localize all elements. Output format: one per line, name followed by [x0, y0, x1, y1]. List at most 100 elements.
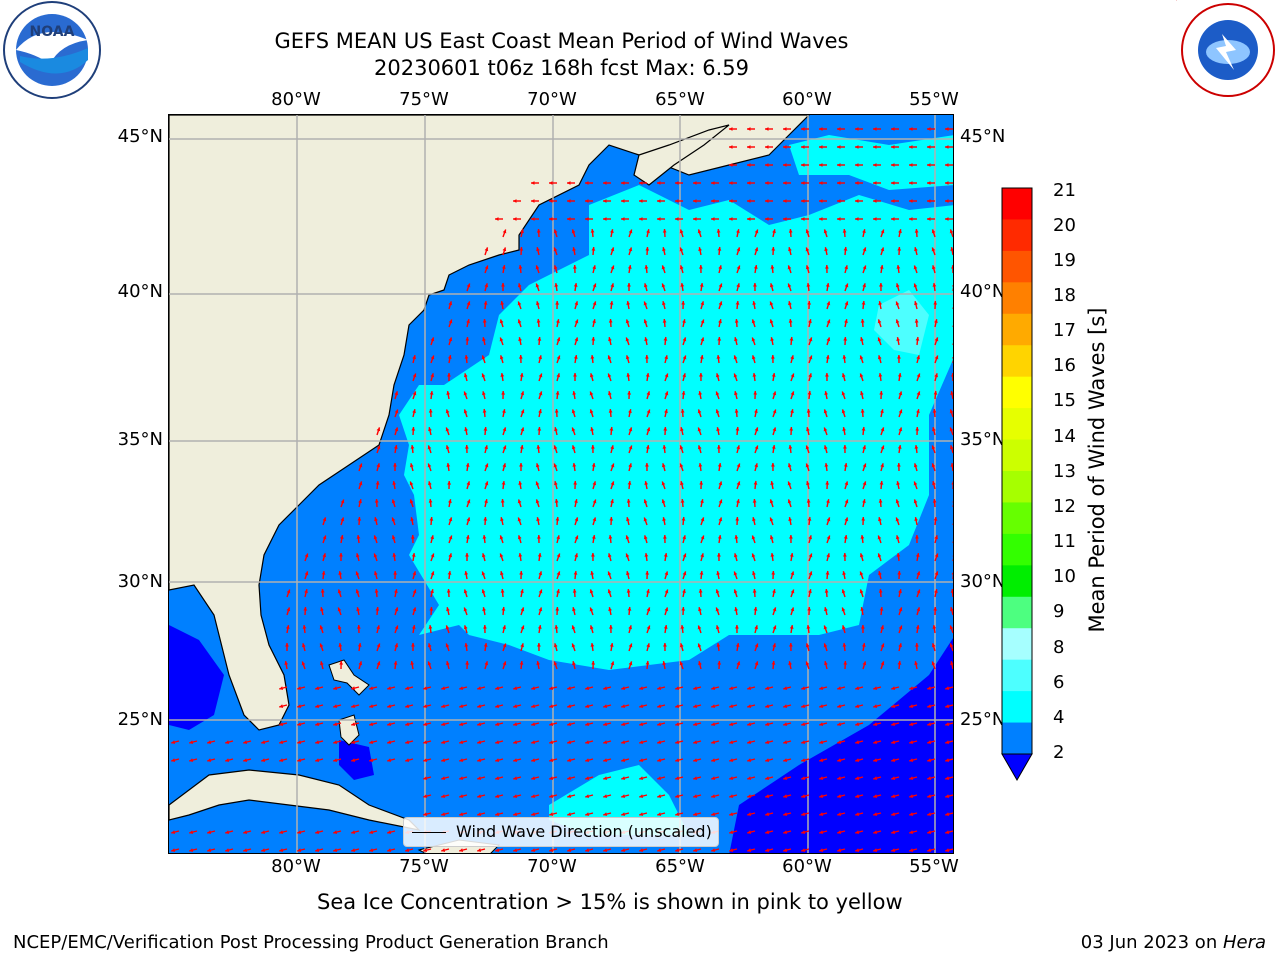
- wind-wave-arrowhead: [915, 643, 919, 647]
- wind-wave-arrowhead: [483, 517, 488, 521]
- wind-wave-arrowhead: [571, 625, 576, 630]
- wind-wave-arrowhead: [855, 794, 860, 798]
- wind-wave-arrowhead: [909, 163, 913, 167]
- wind-wave-arrowhead: [319, 625, 324, 630]
- land-north-america: [169, 115, 810, 731]
- wind-wave-arrowhead: [645, 463, 649, 467]
- wind-wave-arrowhead: [664, 607, 669, 612]
- wind-wave-arrowhead: [585, 686, 590, 690]
- wind-wave-arrowhead: [788, 445, 793, 449]
- wind-wave-arrowhead: [589, 589, 594, 594]
- wind-wave-arrowhead: [682, 337, 687, 342]
- wind-wave-arrowhead: [675, 199, 679, 203]
- wind-wave-arrowhead: [537, 535, 541, 539]
- wind-wave-arrowhead: [315, 686, 320, 690]
- wind-wave-arrowhead: [880, 247, 885, 252]
- wind-wave-arrowhead: [391, 535, 396, 540]
- wind-wave-arrowhead: [459, 704, 464, 708]
- wind-wave-arrowhead: [465, 337, 470, 341]
- wind-wave-arrowhead: [931, 229, 936, 234]
- wind-wave-arrowhead: [500, 571, 504, 576]
- footer-branch: NCEP/EMC/Verification Post Processing Pr…: [13, 932, 609, 953]
- wind-wave-arrowhead: [171, 830, 176, 834]
- wind-wave-arrowhead: [301, 643, 306, 648]
- wind-wave-arrowhead: [477, 776, 482, 780]
- wind-wave-arrowhead: [806, 283, 811, 287]
- wind-wave-arrowhead: [603, 776, 608, 780]
- wind-wave-arrowhead: [513, 776, 518, 780]
- wind-wave-arrowhead: [765, 740, 770, 744]
- wind-wave-arrowhead: [841, 607, 846, 612]
- wind-wave-arrowhead: [322, 535, 327, 540]
- wind-wave-arrowhead: [531, 812, 536, 816]
- wind-wave-arrowhead: [537, 337, 542, 341]
- wind-wave-arrowhead: [729, 163, 733, 167]
- wind-wave-arrowhead: [556, 535, 560, 540]
- wind-wave-arrowhead: [718, 481, 723, 486]
- wind-wave-arrowhead: [945, 758, 950, 762]
- wind-wave-arrowhead: [693, 812, 698, 816]
- wind-wave-arrowhead: [405, 758, 410, 762]
- wind-wave-arrowhead: [643, 301, 648, 306]
- wind-wave-arrowhead: [877, 319, 882, 324]
- wind-wave-arrowhead: [950, 589, 953, 593]
- wind-wave-arrowhead: [538, 571, 543, 576]
- wind-wave-arrowhead: [484, 499, 488, 504]
- wind-wave-arrowhead: [880, 229, 885, 234]
- wind-wave-arrowhead: [536, 517, 540, 521]
- wind-wave-arrowhead: [387, 740, 392, 744]
- wind-wave-arrowhead: [675, 217, 679, 221]
- wind-wave-arrowhead: [297, 686, 302, 690]
- wind-wave-arrowhead: [628, 625, 632, 630]
- wind-wave-arrowhead: [873, 181, 877, 185]
- wind-wave-arrowhead: [862, 499, 866, 503]
- wind-wave-arrowhead: [715, 589, 720, 594]
- wind-wave-arrowhead: [837, 199, 841, 203]
- colorbar-tick: 17: [1053, 320, 1076, 341]
- wind-wave-arrowhead: [819, 776, 824, 780]
- ocean-below-2s-area: [729, 638, 953, 853]
- wind-wave-arrowhead: [933, 607, 938, 611]
- wind-wave-arrowhead: [736, 265, 741, 270]
- wind-wave-arrowhead: [520, 391, 525, 396]
- wind-wave-arrowhead: [733, 553, 738, 558]
- wind-wave-arrowhead: [717, 445, 721, 449]
- wind-wave-arrowhead: [585, 848, 590, 852]
- wind-wave-arrowhead: [950, 661, 953, 666]
- wind-wave-arrowhead: [207, 830, 212, 834]
- wind-wave-arrowhead: [661, 463, 666, 468]
- wind-wave-arrowhead: [711, 740, 716, 744]
- wind-wave-arrowhead: [477, 686, 482, 690]
- wind-wave-arrowhead: [841, 373, 846, 378]
- wind-wave-arrowhead: [590, 229, 595, 233]
- wind-wave-arrowhead: [285, 643, 289, 647]
- wind-wave-arrowhead: [321, 571, 326, 575]
- lon-tick-bottom: 60°W: [782, 856, 832, 877]
- wind-wave-arrowhead: [824, 247, 828, 251]
- lat-tick-right: 35°N: [960, 429, 1006, 450]
- wind-wave-arrowhead: [675, 181, 679, 185]
- wind-wave-arrowhead: [447, 355, 452, 359]
- wind-wave-arrowhead: [747, 830, 752, 834]
- wind-wave-arrowhead: [698, 247, 702, 251]
- wind-wave-arrowhead: [448, 319, 453, 324]
- wind-wave-arrowhead: [411, 625, 416, 629]
- lon-tick-top: 70°W: [527, 89, 577, 110]
- wind-wave-arrowhead: [932, 427, 936, 432]
- wind-wave-arrowhead: [495, 848, 500, 852]
- footer-host: Hera: [1222, 932, 1266, 953]
- wind-wave-arrowhead: [513, 794, 518, 798]
- wind-wave-arrowhead: [484, 661, 489, 666]
- wind-wave-arrowhead: [747, 704, 752, 708]
- wind-wave-arrowhead: [855, 830, 860, 834]
- wind-wave-arrowhead: [351, 722, 356, 726]
- wind-wave-arrowhead: [896, 481, 900, 485]
- wind-wave-arrowhead: [423, 686, 428, 690]
- wind-wave-arrowhead: [842, 571, 846, 575]
- wind-wave-arrowhead: [682, 571, 687, 576]
- wind-wave-arrowhead: [952, 555, 953, 557]
- noaa-logo-text: NOAA: [30, 24, 75, 40]
- wind-wave-arrowhead: [574, 301, 579, 306]
- colorbar-tick: 21: [1053, 180, 1076, 201]
- wind-wave-arrowhead: [441, 812, 446, 816]
